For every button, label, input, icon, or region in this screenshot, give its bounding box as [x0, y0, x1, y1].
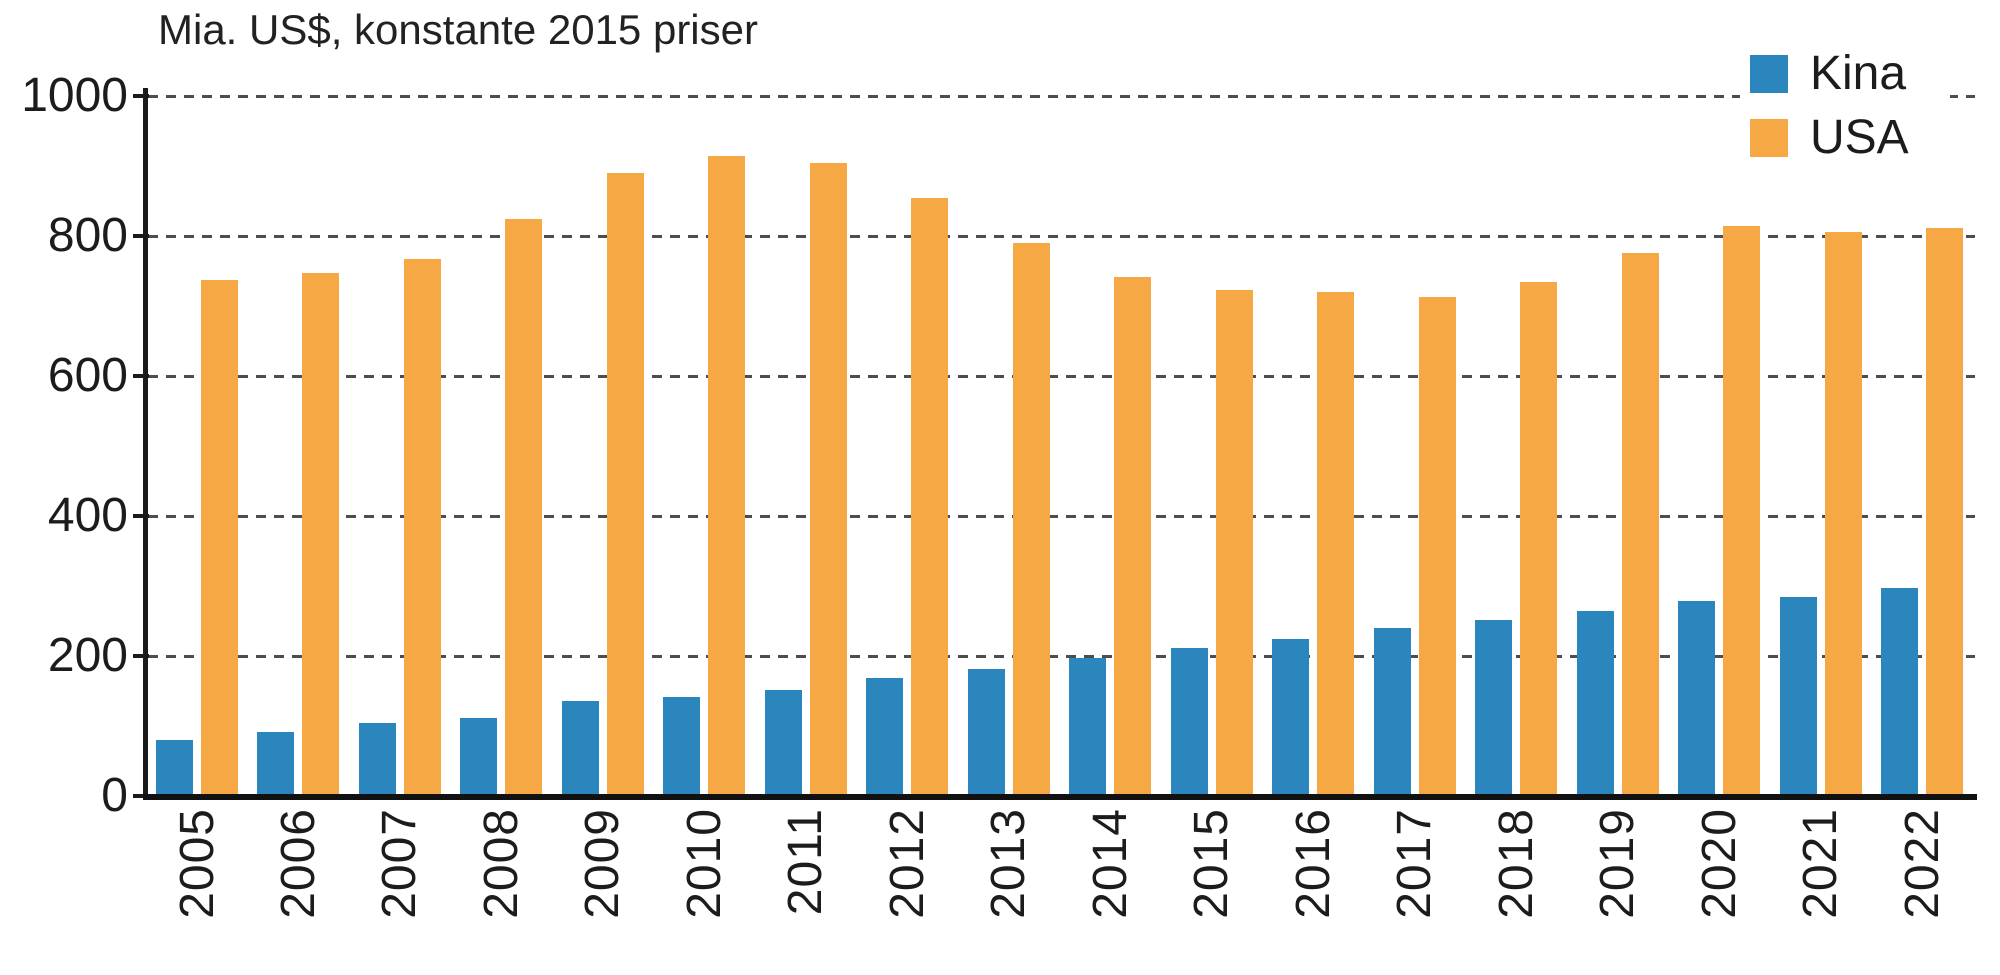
bar-kina-2018 — [1475, 619, 1513, 796]
legend: Kina USA — [1740, 44, 1950, 184]
x-label-2018: 2018 — [1489, 808, 1543, 919]
bar-kina-2014 — [1069, 658, 1107, 796]
y-tick-label-600: 600 — [47, 349, 128, 402]
x-axis-line — [143, 794, 1977, 800]
x-label-2013: 2013 — [982, 808, 1036, 919]
bar-kina-2016 — [1272, 638, 1310, 796]
x-label-2005: 2005 — [170, 808, 224, 919]
y-tick-label-400: 400 — [47, 489, 128, 542]
kina-swatch — [1750, 55, 1788, 93]
x-label-2017: 2017 — [1388, 808, 1442, 919]
gridline-600 — [148, 374, 1975, 378]
bar-kina-2005 — [156, 740, 193, 796]
bar-kina-2009 — [561, 700, 599, 796]
bar-kina-2015 — [1170, 647, 1208, 796]
y-axis-line — [143, 88, 148, 800]
y-tick-400 — [133, 514, 149, 518]
y-tick-label-0: 0 — [101, 769, 128, 822]
bar-usa-2020 — [1723, 226, 1761, 796]
x-label-2020: 2020 — [1692, 808, 1746, 919]
gridline-400 — [148, 514, 1975, 518]
legend-label-kina: Kina — [1810, 47, 1907, 100]
usa-swatch — [1750, 119, 1788, 157]
bar-kina-2012 — [866, 678, 904, 796]
gridline-800 — [148, 234, 1975, 238]
bar-kina-2010 — [663, 696, 701, 796]
bar-usa-2019 — [1621, 252, 1659, 796]
gridline-1000 — [148, 94, 1975, 98]
bar-usa-2022 — [1926, 228, 1963, 796]
gridline-200 — [148, 654, 1975, 658]
y-tick-label-800: 800 — [47, 209, 128, 262]
bar-usa-2011 — [809, 162, 847, 796]
x-label-2007: 2007 — [373, 808, 427, 919]
bar-usa-2016 — [1317, 292, 1355, 796]
bar-usa-2015 — [1215, 289, 1253, 796]
x-label-2021: 2021 — [1794, 808, 1848, 919]
legend-item-usa: USA — [1750, 114, 1950, 162]
bar-kina-2022 — [1881, 588, 1918, 796]
x-label-2019: 2019 — [1591, 808, 1645, 919]
bar-usa-2021 — [1824, 231, 1862, 796]
bar-usa-2014 — [1114, 276, 1152, 796]
x-label-2016: 2016 — [1286, 808, 1340, 919]
x-label-2022: 2022 — [1895, 808, 1949, 919]
bar-kina-2006 — [257, 731, 295, 796]
y-tick-label-200: 200 — [47, 629, 128, 682]
bar-usa-2005 — [201, 280, 238, 796]
x-label-2006: 2006 — [271, 808, 325, 919]
y-tick-0 — [133, 794, 149, 798]
x-label-2015: 2015 — [1185, 808, 1239, 919]
bar-usa-2013 — [1012, 243, 1050, 796]
bar-usa-2007 — [403, 259, 441, 796]
legend-item-kina: Kina — [1750, 50, 1950, 98]
bar-kina-2021 — [1779, 596, 1817, 796]
x-label-2012: 2012 — [880, 808, 934, 919]
y-tick-600 — [133, 374, 149, 378]
bar-kina-2007 — [358, 723, 396, 796]
bar-kina-2019 — [1576, 610, 1614, 796]
bar-usa-2012 — [911, 197, 949, 796]
bar-usa-2008 — [505, 219, 543, 796]
y-tick-label-1000: 1000 — [21, 69, 128, 122]
bar-usa-2010 — [708, 155, 746, 796]
y-tick-200 — [133, 654, 149, 658]
bar-kina-2011 — [764, 689, 802, 796]
bar-kina-2013 — [967, 668, 1005, 796]
x-label-2010: 2010 — [677, 808, 731, 919]
x-label-2014: 2014 — [1083, 808, 1137, 919]
y-tick-1000 — [133, 94, 149, 98]
bar-kina-2008 — [460, 718, 498, 796]
bar-usa-2018 — [1520, 282, 1558, 796]
x-label-2008: 2008 — [474, 808, 528, 919]
legend-label-usa: USA — [1810, 111, 1909, 164]
x-label-2011: 2011 — [779, 808, 833, 916]
bar-usa-2017 — [1418, 296, 1456, 796]
chart-title: Mia. US$, konstante 2015 priser — [158, 6, 758, 53]
bar-usa-2006 — [302, 273, 340, 796]
bar-kina-2020 — [1678, 601, 1716, 796]
y-tick-800 — [133, 234, 149, 238]
bar-kina-2017 — [1373, 628, 1411, 796]
bar-usa-2009 — [606, 173, 644, 796]
x-label-2009: 2009 — [576, 808, 630, 919]
